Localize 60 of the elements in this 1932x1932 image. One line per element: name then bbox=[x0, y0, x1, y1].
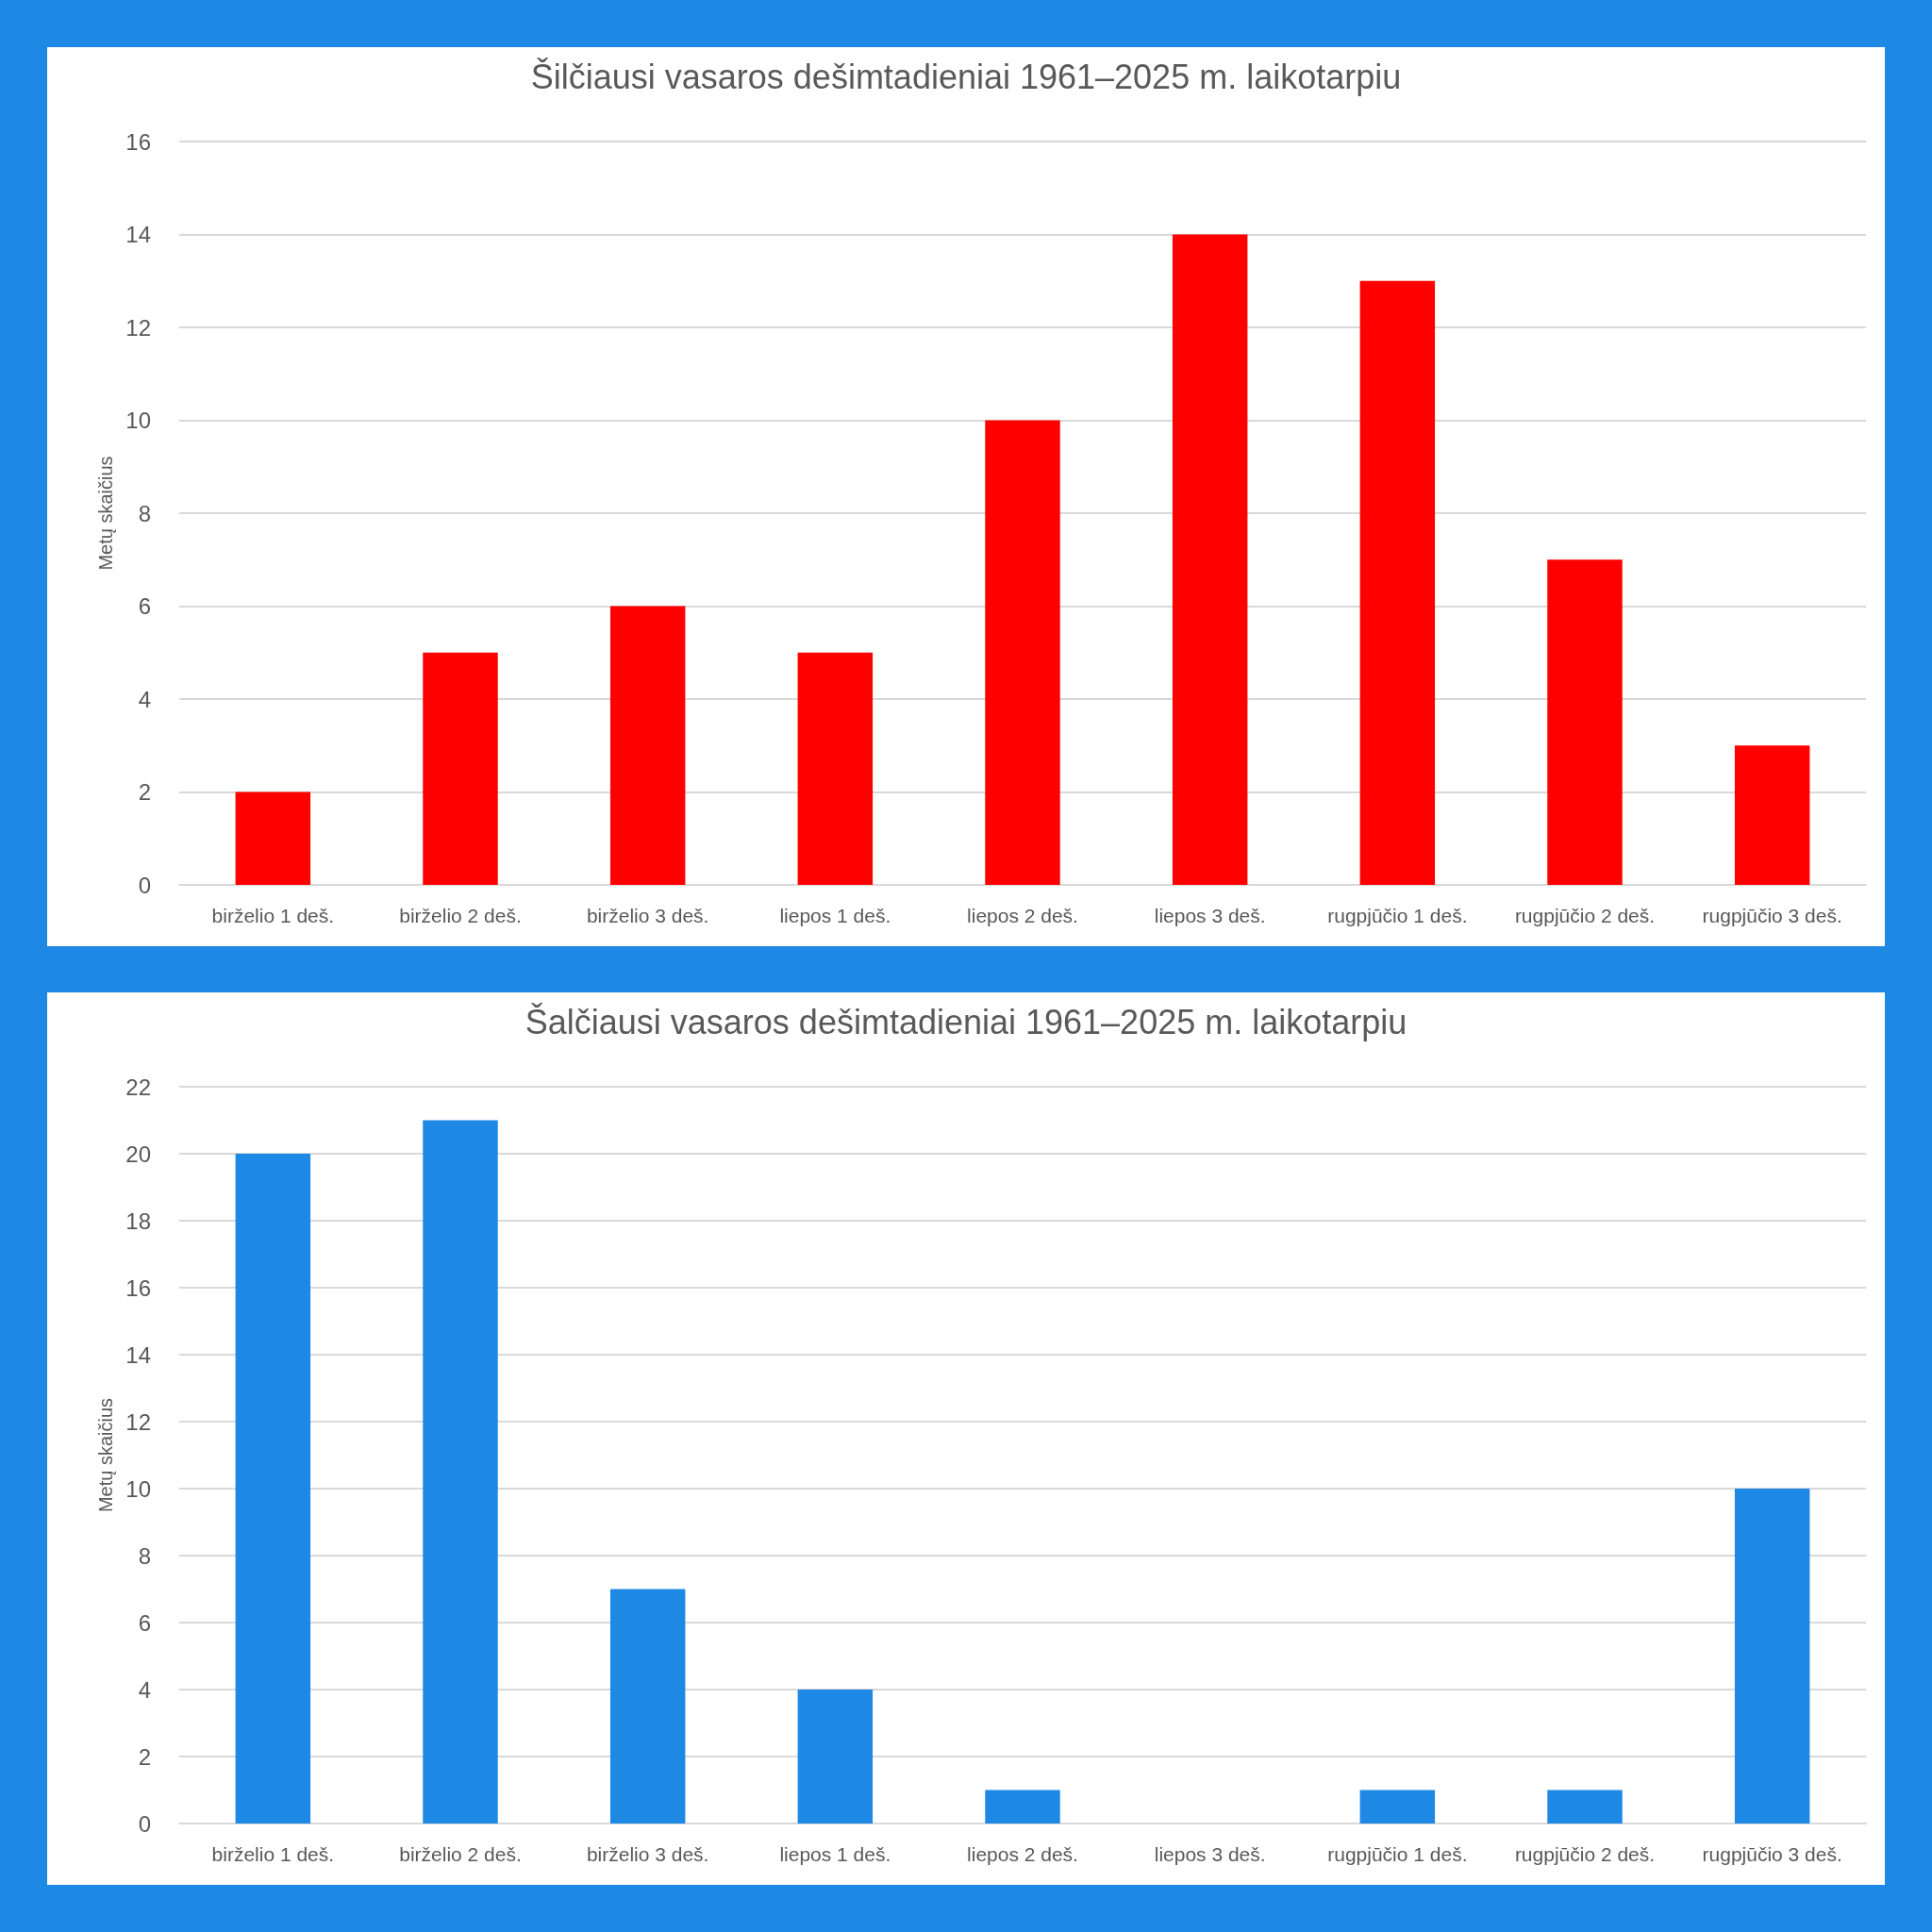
x-tick-label: rugpjūčio 2 deš. bbox=[1514, 905, 1656, 926]
y-axis-title: Metų skaičius bbox=[95, 456, 117, 571]
x-tick-label: birželio 1 deš. bbox=[211, 905, 335, 926]
y-tick-label: 18 bbox=[125, 1208, 151, 1234]
y-tick-label: 6 bbox=[138, 1609, 151, 1636]
bar bbox=[797, 652, 874, 885]
bar bbox=[609, 606, 686, 885]
bar bbox=[985, 1790, 1060, 1824]
y-tick-label: 14 bbox=[125, 222, 151, 247]
y-tick-label: 20 bbox=[125, 1141, 151, 1167]
bar bbox=[1734, 745, 1810, 885]
bar bbox=[1734, 1489, 1810, 1824]
y-axis-title: Metų skaičius bbox=[95, 1397, 117, 1513]
x-tick-label: birželio 2 deš. bbox=[399, 1843, 522, 1865]
y-tick-label: 14 bbox=[125, 1341, 151, 1368]
x-tick-label: liepos 1 deš. bbox=[779, 905, 891, 926]
x-tick-label: birželio 2 deš. bbox=[399, 905, 522, 926]
y-tick-label: 2 bbox=[138, 1743, 151, 1770]
bar bbox=[985, 420, 1060, 885]
x-tick-label: birželio 3 deš. bbox=[586, 905, 709, 926]
x-tick-label: birželio 3 deš. bbox=[586, 1843, 709, 1865]
y-tick-label: 4 bbox=[138, 686, 151, 712]
x-tick-label: liepos 2 deš. bbox=[967, 1843, 1078, 1865]
bar bbox=[1359, 280, 1436, 885]
x-tick-label: rugpjūčio 1 deš. bbox=[1327, 905, 1468, 926]
x-tick-label: rugpjūčio 3 deš. bbox=[1702, 905, 1842, 926]
y-tick-label: 10 bbox=[125, 1475, 151, 1502]
bar bbox=[609, 1589, 686, 1824]
y-tick-label: 16 bbox=[125, 128, 151, 155]
bar bbox=[1359, 1790, 1436, 1824]
y-tick-label: 6 bbox=[138, 593, 151, 619]
x-tick-label: liepos 3 deš. bbox=[1154, 905, 1266, 926]
x-tick-label: birželio 1 deš. bbox=[211, 1843, 335, 1865]
y-tick-label: 0 bbox=[138, 872, 151, 898]
y-tick-label: 8 bbox=[138, 500, 151, 526]
bar bbox=[235, 791, 311, 885]
x-tick-label: liepos 3 deš. bbox=[1154, 1843, 1266, 1865]
y-tick-label: 10 bbox=[125, 408, 151, 433]
chart-title: Šilčiausi vasaros dešimtadieniai 1961–2025 m. laikotarpiu bbox=[530, 57, 1402, 96]
bar bbox=[423, 652, 498, 885]
y-tick-label: 12 bbox=[125, 1408, 151, 1435]
bar bbox=[1547, 1790, 1623, 1824]
x-tick-label: rugpjūčio 1 deš. bbox=[1327, 1843, 1468, 1865]
y-tick-label: 12 bbox=[125, 314, 151, 341]
x-tick-label: rugpjūčio 3 deš. bbox=[1702, 1843, 1842, 1865]
y-tick-label: 16 bbox=[125, 1274, 151, 1301]
bar bbox=[1547, 559, 1623, 885]
x-tick-label: rugpjūčio 2 deš. bbox=[1514, 1843, 1656, 1865]
bar bbox=[423, 1120, 498, 1824]
y-tick-label: 2 bbox=[138, 779, 151, 805]
bar bbox=[235, 1154, 311, 1824]
y-tick-label: 0 bbox=[138, 1810, 151, 1837]
y-tick-label: 4 bbox=[138, 1676, 151, 1703]
bar bbox=[1172, 234, 1248, 885]
x-tick-label: liepos 2 deš. bbox=[967, 905, 1078, 926]
y-tick-label: 22 bbox=[125, 1074, 151, 1100]
x-tick-label: liepos 1 deš. bbox=[779, 1843, 891, 1865]
y-tick-label: 8 bbox=[138, 1542, 151, 1569]
chart-title: Šalčiausi vasaros dešimtadieniai 1961–2025 m. laikotarpiu bbox=[525, 1002, 1407, 1041]
bar bbox=[797, 1690, 874, 1824]
